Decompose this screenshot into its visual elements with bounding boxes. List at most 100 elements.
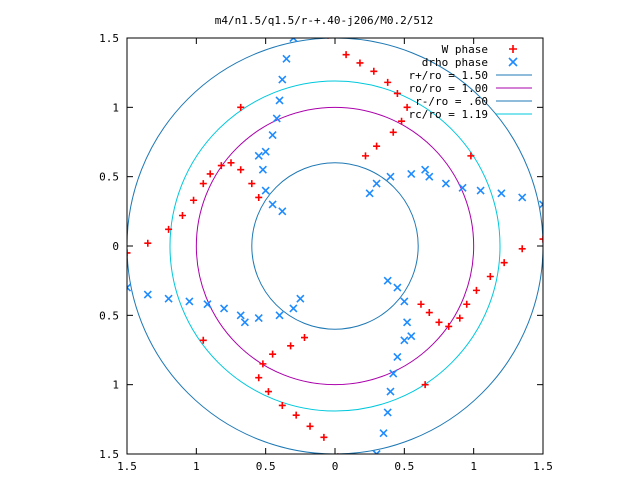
point-s1-31 — [393, 283, 402, 292]
point-s1-26 — [389, 369, 398, 378]
point-s0-33 — [417, 300, 425, 308]
xtick-label-4: 0.5 — [394, 460, 414, 473]
point-s0-20 — [389, 128, 397, 136]
point-s1-37 — [203, 300, 212, 309]
point-s0-26 — [486, 273, 494, 281]
point-s0-15 — [370, 67, 378, 75]
ytick-label-6: 1.5 — [99, 448, 119, 461]
point-s0-29 — [456, 314, 464, 322]
legend-label-0: W phase — [442, 43, 488, 56]
xtick-label-3: 0 — [332, 460, 339, 473]
point-s1-10 — [278, 207, 287, 216]
point-s1-14 — [476, 186, 485, 195]
point-s1-2 — [278, 75, 287, 84]
point-s0-2 — [165, 225, 173, 233]
point-s1-44 — [254, 151, 263, 160]
point-s0-13 — [342, 51, 350, 59]
point-s1-36 — [185, 297, 194, 306]
point-s1-17 — [425, 172, 434, 181]
point-s0-46 — [467, 152, 475, 160]
point-s1-42 — [289, 304, 298, 313]
point-s1-29 — [403, 318, 412, 327]
point-s1-13 — [497, 189, 506, 198]
point-s1-43 — [296, 294, 305, 303]
point-s0-24 — [518, 245, 526, 253]
point-s0-3 — [178, 211, 186, 219]
point-s0-6 — [206, 170, 214, 178]
point-s1-47 — [240, 318, 249, 327]
point-s1-12 — [518, 193, 527, 202]
point-s1-39 — [236, 311, 245, 320]
circle-2 — [251, 162, 419, 330]
legend-label-3: ro/ro = 1.00 — [409, 82, 488, 95]
chart-title: m4/n1.5/q1.5/r-+.40-j206/M0.2/512 — [215, 14, 434, 27]
point-s0-23 — [539, 235, 543, 243]
point-s1-25 — [386, 387, 395, 396]
circle-3 — [169, 80, 501, 412]
point-s0-17 — [393, 89, 401, 97]
point-s1-18 — [407, 169, 416, 178]
point-s1-7 — [258, 165, 267, 174]
xtick-label-2: 0.5 — [256, 460, 276, 473]
point-s1-41 — [275, 311, 284, 320]
xtick-label-5: 1 — [470, 460, 477, 473]
reference-circles — [127, 38, 543, 454]
xtick-label-1: 1 — [193, 460, 200, 473]
point-s0-35 — [320, 433, 328, 441]
point-s1-45 — [421, 165, 430, 174]
point-s0-27 — [472, 286, 480, 294]
point-s0-0 — [127, 249, 131, 257]
point-s1-23 — [379, 429, 388, 438]
data-points — [127, 38, 543, 454]
point-s0-47 — [421, 381, 429, 389]
point-s1-21 — [365, 189, 374, 198]
point-s1-34 — [143, 290, 152, 299]
circle-1 — [195, 106, 475, 386]
point-s0-10 — [248, 180, 256, 188]
point-s1-40 — [254, 314, 263, 323]
point-s0-37 — [292, 411, 300, 419]
point-s1-38 — [220, 304, 229, 313]
legend-swatch-0 — [509, 45, 517, 53]
point-s1-35 — [164, 294, 173, 303]
point-s1-32 — [383, 276, 392, 285]
point-s0-1 — [144, 239, 152, 247]
point-s1-16 — [441, 179, 450, 188]
point-s1-5 — [268, 131, 277, 140]
point-s0-42 — [269, 350, 277, 358]
point-s0-38 — [278, 401, 286, 409]
point-s0-31 — [435, 318, 443, 326]
point-s0-22 — [362, 152, 370, 160]
point-s1-4 — [272, 114, 281, 123]
point-s0-25 — [500, 259, 508, 267]
point-s1-24 — [383, 408, 392, 417]
point-s1-6 — [261, 147, 270, 156]
point-s1-19 — [386, 172, 395, 181]
ytick-label-0: 1.5 — [99, 32, 119, 45]
ytick-label-1: 1 — [112, 101, 119, 114]
xtick-label-0: 1.5 — [117, 460, 137, 473]
point-s0-43 — [287, 342, 295, 350]
point-s1-28 — [400, 336, 409, 345]
point-s1-8 — [261, 186, 270, 195]
point-s1-0 — [289, 38, 298, 43]
axis-ticks: 1.5 1 0.5 0 0.5 1 1.51.510.500.511.5 — [99, 32, 553, 473]
ytick-label-2: 0.5 — [99, 171, 119, 184]
point-s0-41 — [259, 360, 267, 368]
point-s1-11 — [538, 200, 543, 209]
point-s0-19 — [398, 117, 406, 125]
point-s0-9 — [237, 166, 245, 174]
point-s1-9 — [268, 200, 277, 209]
point-s0-28 — [463, 300, 471, 308]
point-s0-44 — [300, 334, 308, 342]
point-s0-30 — [445, 322, 453, 330]
ytick-label-3: 0 — [112, 240, 119, 253]
legend-label-4: r-/ro = .60 — [415, 95, 488, 108]
point-s1-27 — [393, 352, 402, 361]
point-s1-33 — [127, 283, 132, 292]
point-s0-32 — [425, 309, 433, 317]
ytick-label-5: 1 — [112, 379, 119, 392]
point-s1-15 — [458, 183, 467, 192]
